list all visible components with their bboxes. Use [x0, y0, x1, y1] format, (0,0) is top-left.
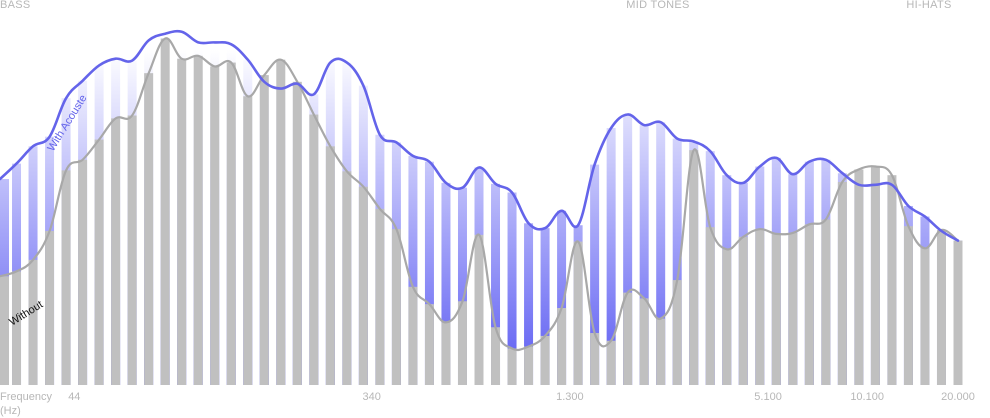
with-acouste-series-line: [0, 29, 960, 242]
without-bar: [45, 231, 55, 385]
x-tick-label: 1.300: [556, 391, 584, 403]
without-bar: [639, 298, 649, 385]
without-bar: [524, 346, 534, 385]
without-bar: [507, 348, 517, 385]
without-bar: [160, 38, 170, 385]
without-bar: [0, 276, 9, 385]
without-bar: [424, 304, 434, 385]
without-bar: [358, 186, 368, 385]
without-bar: [804, 224, 814, 385]
without-bar: [325, 146, 335, 385]
without-bar: [788, 232, 798, 385]
without-bar: [127, 115, 137, 385]
x-tick-label: 44: [68, 391, 80, 403]
with-acouste-bar: [524, 223, 534, 385]
x-tick-label: 10.100: [850, 391, 884, 403]
x-tick-label: 5.100: [754, 391, 782, 403]
without-bar: [193, 55, 203, 385]
x-axis-ticks: 44 340 1.300 5.100 10.100 20.000: [68, 391, 975, 403]
without-bar: [78, 159, 88, 385]
with-acouste-bar: [672, 138, 682, 385]
without-bar: [623, 292, 633, 385]
without-bar: [705, 227, 715, 385]
with-acouste-bar: [408, 155, 418, 385]
without-bar: [755, 229, 765, 385]
without-bar: [540, 335, 550, 385]
without-bar: [12, 271, 22, 385]
without-bars: [0, 38, 963, 386]
without-bar: [94, 139, 104, 385]
with-acouste-bar: [507, 192, 517, 385]
x-tick-label: 340: [362, 391, 380, 403]
with-acouste-bar: [623, 114, 633, 385]
without-bar: [672, 280, 682, 385]
without-bar: [226, 62, 236, 385]
x-axis-label-line1: Frequency: [0, 391, 52, 403]
band-label-bass: BASS: [0, 0, 31, 11]
without-bar: [375, 208, 385, 385]
without-bar: [491, 327, 501, 385]
without-bar: [210, 66, 220, 385]
with-acouste-bar: [639, 125, 649, 385]
without-bar: [557, 308, 567, 385]
without-bar: [28, 259, 38, 385]
without-bar: [111, 118, 121, 385]
without-bar: [887, 175, 897, 385]
without-bar: [342, 171, 352, 385]
without-bar: [590, 333, 600, 385]
x-axis-label-line2: (Hz): [0, 405, 21, 417]
without-bar: [573, 241, 583, 385]
without-bar: [606, 340, 616, 385]
without-bar: [474, 234, 484, 385]
without-bar: [391, 229, 401, 385]
without-bar: [457, 301, 467, 385]
with-acouste-bar: [441, 182, 451, 385]
without-bar: [259, 75, 269, 385]
without-bar: [920, 248, 930, 385]
x-tick-label: 20.000: [941, 391, 975, 403]
without-bar: [656, 318, 666, 385]
band-label-mid-tones: MID TONES: [626, 0, 689, 11]
with-acouste-bar: [590, 164, 600, 385]
with-acouste-bar: [424, 161, 434, 385]
without-bar: [61, 170, 71, 385]
without-bar: [837, 181, 847, 385]
without-bar: [441, 322, 451, 385]
without-series-line: [0, 37, 960, 352]
without-bar: [408, 286, 418, 385]
band-label-hi-hats: HI-HATS: [906, 0, 951, 11]
without-bar: [722, 249, 732, 385]
with-acouste-bar: [540, 228, 550, 385]
without-bar: [276, 59, 286, 386]
without-bar: [689, 150, 699, 385]
without-bar: [936, 230, 946, 385]
without-bar: [738, 236, 748, 385]
without-bar: [177, 58, 187, 386]
with-acouste-bar: [557, 210, 567, 385]
without-bar: [144, 73, 154, 386]
without-bar: [309, 114, 319, 385]
with-acouste-bar: [457, 187, 467, 385]
without-bar: [243, 96, 253, 385]
with-acouste-bar: [491, 183, 501, 385]
without-bar: [903, 226, 913, 385]
with-acouste-bar: [606, 128, 616, 385]
without-bar: [292, 81, 302, 385]
without-bar: [771, 233, 781, 385]
with-acouste-bar: [656, 122, 666, 386]
without-bar: [953, 240, 963, 385]
without-bar: [854, 169, 864, 385]
without-bar: [870, 166, 880, 385]
without-bar: [821, 219, 831, 385]
